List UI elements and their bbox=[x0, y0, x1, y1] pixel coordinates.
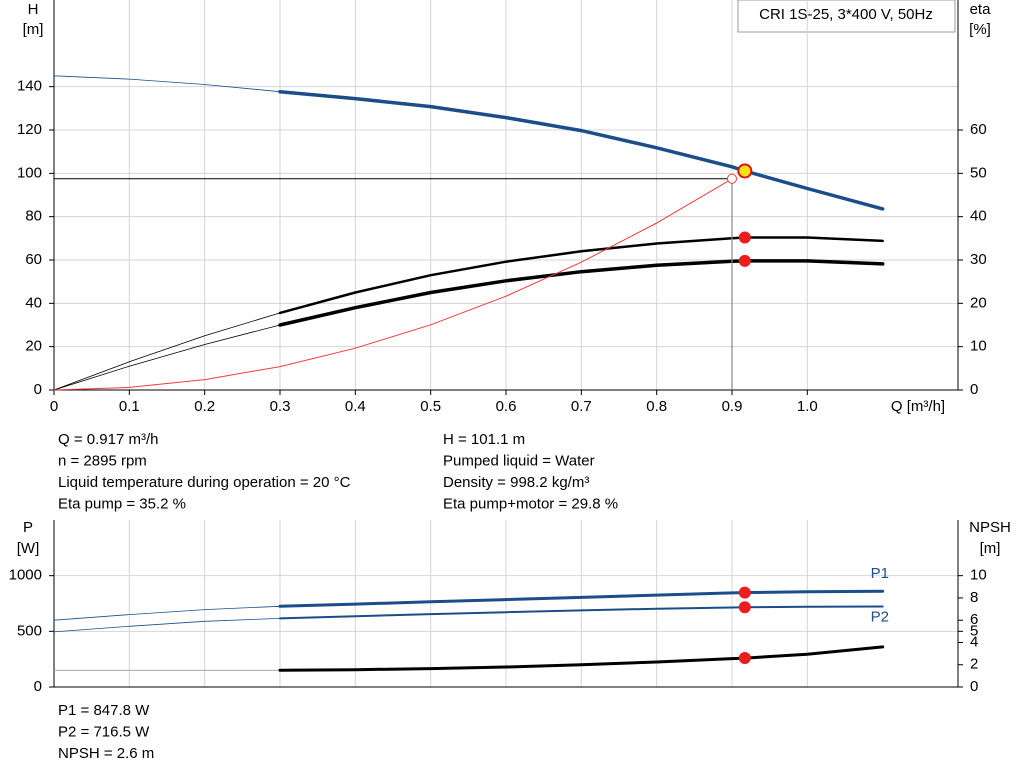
y2-tick-label: 60 bbox=[970, 121, 987, 138]
series-label: P1 bbox=[871, 565, 889, 582]
readout: NPSH = 2.6 m bbox=[58, 745, 154, 762]
y2-axis-label: eta bbox=[970, 1, 992, 18]
y2-tick-label: 0 bbox=[970, 678, 978, 695]
curve-thin bbox=[53, 312, 281, 391]
readout: Q = 0.917 m³/h bbox=[58, 431, 158, 448]
y2-tick-label: 20 bbox=[970, 294, 987, 311]
duty-marker bbox=[738, 231, 751, 244]
y2-tick-label: 5 bbox=[970, 622, 978, 639]
x-axis-label: Q [m³/h] bbox=[891, 398, 945, 415]
curve-thin bbox=[53, 618, 281, 633]
y-tick-label: 0 bbox=[34, 678, 42, 695]
y-tick-label: 80 bbox=[25, 208, 42, 225]
system-point bbox=[727, 173, 737, 184]
y-tick-label: 500 bbox=[17, 622, 42, 639]
y2-tick-label: 4 bbox=[970, 633, 978, 650]
y-tick-label: 0 bbox=[34, 381, 42, 398]
x-tick-label: 0.2 bbox=[194, 398, 215, 415]
y-axis-label: P bbox=[23, 519, 33, 536]
curve bbox=[278, 89, 885, 211]
y-tick-label: 100 bbox=[17, 164, 42, 181]
x-tick-label: 0.1 bbox=[119, 398, 140, 415]
curve bbox=[278, 589, 885, 608]
y-tick-label: 60 bbox=[25, 251, 42, 268]
y2-tick-label: 30 bbox=[970, 251, 987, 268]
y2-axis-unit: [%] bbox=[969, 21, 991, 38]
y2-axis-unit: [m] bbox=[980, 540, 1001, 557]
y-axis-unit: [m] bbox=[23, 21, 44, 38]
y2-tick-label: 0 bbox=[970, 381, 978, 398]
y-tick-label: 20 bbox=[25, 338, 42, 355]
x-tick-label: 0 bbox=[50, 398, 58, 415]
y2-tick-label: 6 bbox=[970, 611, 978, 628]
y-tick-label: 40 bbox=[25, 294, 42, 311]
y2-tick-label: 40 bbox=[970, 208, 987, 225]
y2-axis-label: NPSH bbox=[969, 519, 1011, 536]
y2-tick-label: 10 bbox=[970, 338, 987, 355]
y-axis-unit: [W] bbox=[17, 540, 40, 557]
y-axis-label: H bbox=[28, 1, 39, 18]
duty-marker bbox=[738, 586, 751, 599]
x-tick-label: 0.5 bbox=[420, 398, 441, 415]
x-tick-label: 0.6 bbox=[496, 398, 517, 415]
x-tick-label: 0.8 bbox=[646, 398, 667, 415]
series-label: P2 bbox=[871, 608, 889, 625]
readout: P1 = 847.8 W bbox=[58, 702, 150, 719]
y2-tick-label: 10 bbox=[970, 567, 987, 584]
y2-tick-label: 8 bbox=[970, 589, 978, 606]
x-tick-label: 0.4 bbox=[345, 398, 366, 415]
readout: H = 101.1 m bbox=[443, 431, 525, 448]
curve bbox=[278, 236, 884, 315]
y-tick-label: 120 bbox=[17, 121, 42, 138]
y2-tick-label: 50 bbox=[970, 164, 987, 181]
duty-marker bbox=[738, 652, 751, 665]
curve-thin bbox=[53, 605, 281, 621]
duty-marker bbox=[738, 254, 751, 267]
readout: Eta pump+motor = 29.8 % bbox=[443, 495, 618, 512]
curve-thin bbox=[53, 324, 281, 391]
curve bbox=[279, 605, 884, 620]
curve bbox=[278, 645, 885, 672]
readout: Eta pump = 35.2 % bbox=[58, 495, 186, 512]
duty-point bbox=[737, 163, 753, 179]
readout: Density = 998.2 kg/m³ bbox=[443, 474, 589, 491]
y-tick-label: 1000 bbox=[9, 567, 42, 584]
curve bbox=[278, 259, 885, 327]
chart-title: CRI 1S-25, 3*400 V, 50Hz bbox=[759, 6, 933, 23]
x-tick-label: 0.3 bbox=[270, 398, 291, 415]
x-tick-label: 1.0 bbox=[797, 398, 818, 415]
readout: n = 2895 rpm bbox=[58, 452, 147, 469]
readout: Liquid temperature during operation = 20… bbox=[58, 474, 351, 491]
readout: P2 = 716.5 W bbox=[58, 723, 150, 740]
curve-thin bbox=[53, 75, 281, 93]
duty-marker bbox=[738, 601, 751, 614]
system-curve bbox=[53, 178, 733, 391]
y2-tick-label: 2 bbox=[970, 656, 978, 673]
x-tick-label: 0.7 bbox=[571, 398, 592, 415]
x-tick-label: 0.9 bbox=[722, 398, 743, 415]
y-tick-label: 140 bbox=[17, 78, 42, 95]
readout: Pumped liquid = Water bbox=[443, 452, 595, 469]
legend-box bbox=[737, 0, 956, 33]
